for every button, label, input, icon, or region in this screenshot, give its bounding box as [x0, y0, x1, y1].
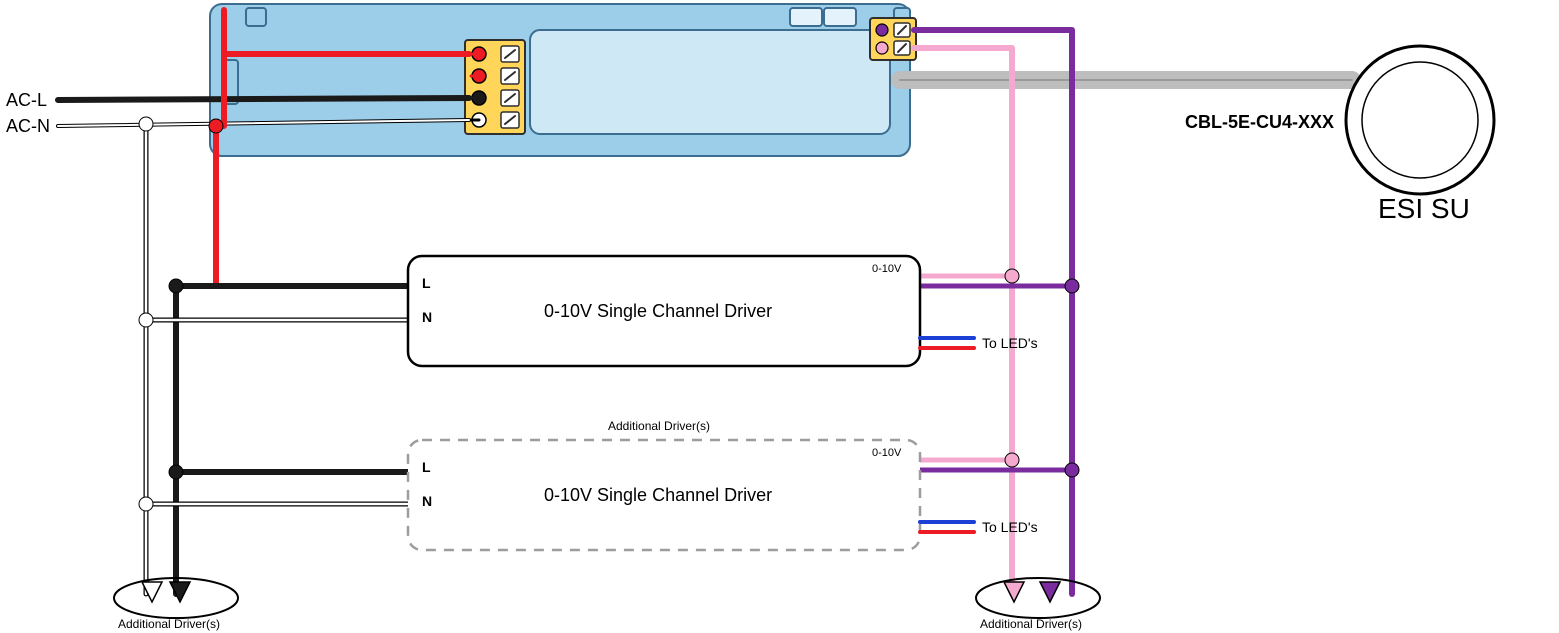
svg-text:N: N — [422, 309, 432, 325]
svg-text:0-10V: 0-10V — [872, 263, 902, 275]
svg-text:0-10V: 0-10V — [872, 447, 902, 459]
svg-text:To LED's: To LED's — [982, 519, 1038, 535]
svg-text:AC-N: AC-N — [6, 116, 50, 136]
svg-text:L: L — [422, 275, 431, 291]
svg-text:L: L — [422, 459, 431, 475]
svg-text:CBL-5E-CU4-XXX: CBL-5E-CU4-XXX — [1185, 112, 1334, 132]
svg-text:Additional Driver(s): Additional Driver(s) — [608, 419, 710, 433]
svg-text:N: N — [422, 493, 432, 509]
svg-text:Additional Driver(s): Additional Driver(s) — [980, 617, 1082, 631]
svg-text:To LED's: To LED's — [982, 335, 1038, 351]
wiring-diagram: CBL-5E-CU4-XXX ESI SU AC-L AC-N Additional D… — [0, 0, 1559, 633]
svg-text:0-10V Single Channel Driver: 0-10V Single Channel Driver — [544, 485, 772, 505]
svg-text:ESI SU: ESI SU — [1378, 193, 1470, 224]
svg-text:0-10V Single Channel Driver: 0-10V Single Channel Driver — [544, 301, 772, 321]
svg-text:AC-L: AC-L — [6, 90, 47, 110]
svg-text:Additional Driver(s): Additional Driver(s) — [118, 617, 220, 631]
